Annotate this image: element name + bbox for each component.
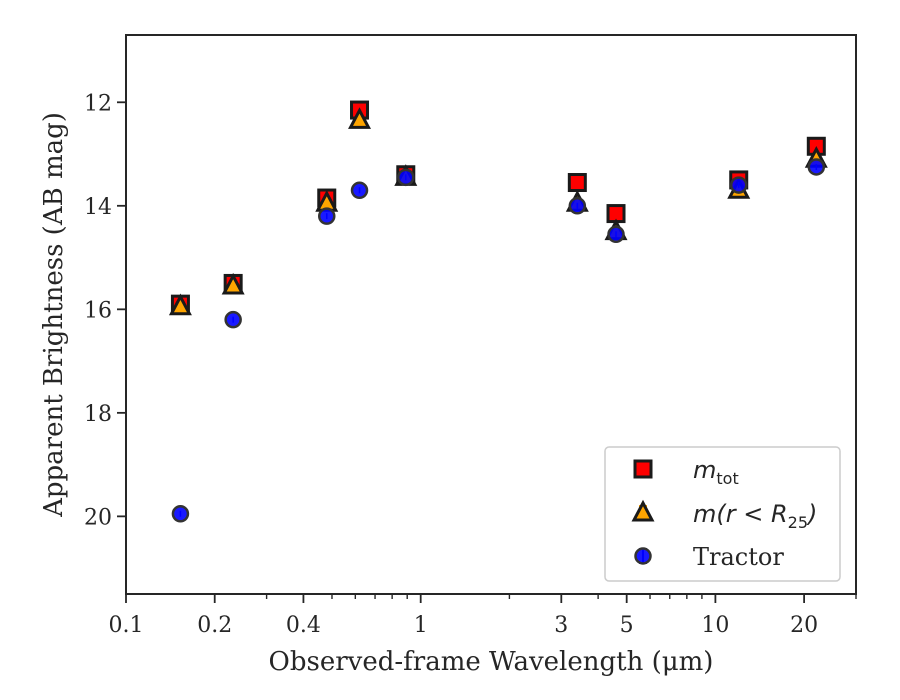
legend-label: mtot — [693, 456, 739, 488]
series-square — [170, 100, 826, 314]
x-tick-label: 0.2 — [197, 613, 232, 638]
x-tick-label: 0.1 — [109, 613, 144, 638]
plot-area — [168, 100, 828, 523]
legend-marker-circle — [634, 547, 652, 565]
x-tick-label: 0.4 — [286, 613, 321, 638]
series-circle — [171, 158, 826, 523]
series-triangle — [168, 107, 828, 316]
legend-label: Tractor — [693, 543, 784, 571]
legend-marker-triangle — [631, 499, 655, 522]
y-tick-label: 16 — [84, 298, 112, 323]
x-axis-label: Observed-frame Wavelength (μm) — [269, 647, 714, 677]
legend-box — [604, 446, 841, 582]
x-tick-label: 1 — [414, 613, 428, 638]
y-tick-label: 20 — [84, 505, 112, 530]
x-tick-label: 5 — [620, 613, 634, 638]
x-tick-label: 10 — [701, 613, 729, 638]
y-tick-label: 18 — [84, 402, 112, 427]
y-tick-label: 12 — [84, 91, 112, 116]
y-tick-label: 14 — [84, 195, 112, 220]
legend-marker-square — [633, 459, 653, 479]
x-tick-label: 3 — [554, 613, 568, 638]
axes-frame — [125, 34, 857, 595]
x-tick-label: 20 — [790, 613, 818, 638]
y-axis-label: Apparent Brightness (AB mag) — [39, 112, 69, 518]
legend-label: m(r < R25) — [693, 500, 817, 532]
legend: mtot m(r < R25) Tractor — [604, 446, 841, 582]
axes: 0.1 0.2 0.4 1 3 5 10 20 12 14 16 18 20 — [84, 34, 857, 638]
